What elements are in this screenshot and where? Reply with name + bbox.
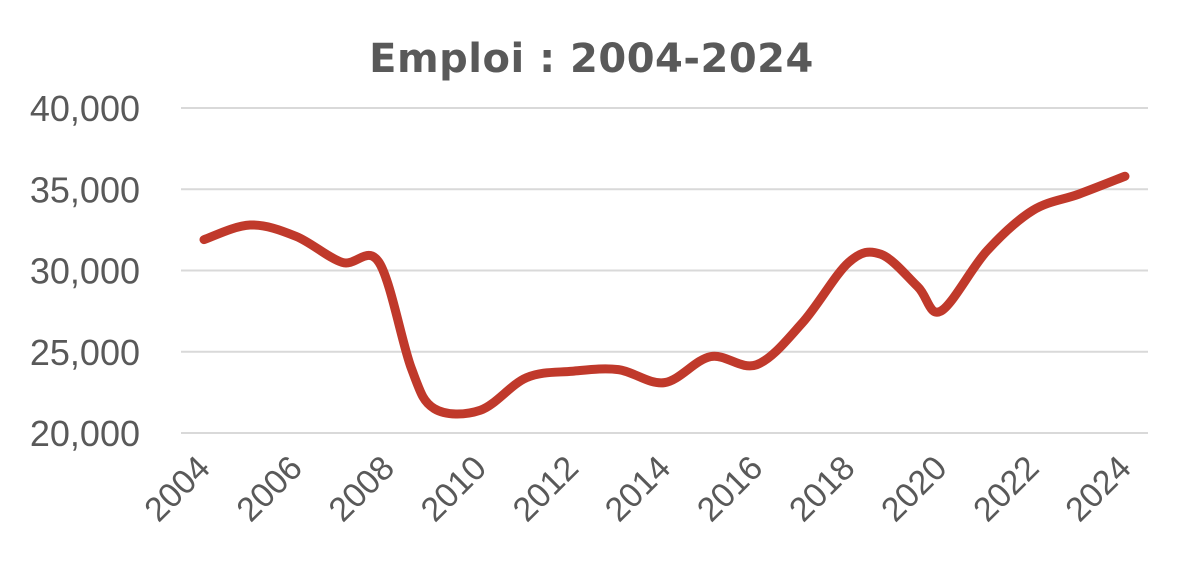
x-tick-label: 2014 bbox=[598, 449, 678, 529]
y-tick-label: 40,000 bbox=[30, 88, 140, 129]
series-line bbox=[199, 171, 1130, 419]
y-tick-label: 35,000 bbox=[30, 169, 140, 210]
y-tick-label: 25,000 bbox=[30, 332, 140, 373]
x-tick-label: 2008 bbox=[322, 449, 402, 529]
x-tick-label: 2024 bbox=[1058, 449, 1138, 529]
y-tick-label: 20,000 bbox=[30, 413, 140, 454]
x-tick-label: 2016 bbox=[690, 449, 770, 529]
chart-title: Emploi : 2004-2024 bbox=[369, 36, 814, 82]
x-tick-label: 2012 bbox=[506, 449, 586, 529]
x-tick-label: 2006 bbox=[229, 449, 309, 529]
x-tick-label: 2004 bbox=[137, 449, 217, 529]
y-tick-label: 30,000 bbox=[30, 251, 140, 292]
x-tick-label: 2020 bbox=[874, 449, 954, 529]
x-tick-label: 2010 bbox=[414, 449, 494, 529]
x-tick-label: 2018 bbox=[782, 449, 862, 529]
x-tick-label: 2022 bbox=[966, 449, 1046, 529]
